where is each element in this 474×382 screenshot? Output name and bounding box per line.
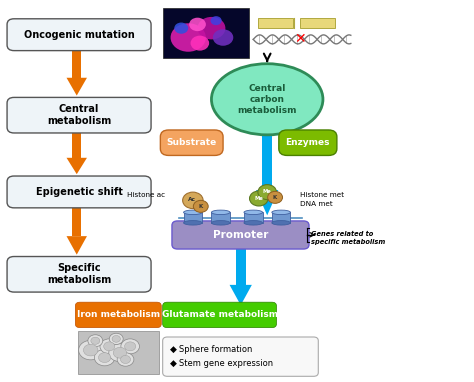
Bar xyxy=(183,212,202,223)
Bar xyxy=(163,8,248,58)
Circle shape xyxy=(109,333,123,345)
Polygon shape xyxy=(66,236,87,255)
FancyBboxPatch shape xyxy=(75,302,161,328)
Circle shape xyxy=(213,29,233,46)
Circle shape xyxy=(109,344,131,362)
FancyBboxPatch shape xyxy=(7,19,151,50)
Circle shape xyxy=(79,340,103,360)
Circle shape xyxy=(117,353,134,366)
Bar xyxy=(236,247,246,285)
Ellipse shape xyxy=(211,210,230,215)
Circle shape xyxy=(258,185,276,200)
Circle shape xyxy=(174,23,188,34)
Text: Genes related to
specific metabolism: Genes related to specific metabolism xyxy=(311,231,385,245)
Text: Ac: Ac xyxy=(188,197,196,202)
Text: ✕: ✕ xyxy=(294,32,306,46)
FancyBboxPatch shape xyxy=(7,257,151,292)
Circle shape xyxy=(113,347,127,358)
FancyBboxPatch shape xyxy=(279,130,337,155)
Text: Histone met: Histone met xyxy=(300,192,344,198)
Polygon shape xyxy=(66,78,87,96)
Text: Oncogenic mutation: Oncogenic mutation xyxy=(24,30,135,40)
Bar xyxy=(211,212,230,223)
Text: Sphere formation: Sphere formation xyxy=(179,345,252,354)
Ellipse shape xyxy=(272,220,291,225)
FancyBboxPatch shape xyxy=(172,221,309,249)
Bar xyxy=(78,331,159,374)
Ellipse shape xyxy=(211,64,323,135)
Polygon shape xyxy=(256,190,278,215)
Circle shape xyxy=(268,191,283,203)
FancyBboxPatch shape xyxy=(160,130,223,155)
Circle shape xyxy=(171,23,206,52)
Text: Epigenetic shift: Epigenetic shift xyxy=(36,187,122,197)
Ellipse shape xyxy=(211,220,230,225)
Text: Iron metabolism: Iron metabolism xyxy=(77,311,160,319)
Text: Central
metabolism: Central metabolism xyxy=(47,104,111,126)
Text: DNA met: DNA met xyxy=(300,201,332,207)
Circle shape xyxy=(210,16,222,25)
Circle shape xyxy=(112,335,120,342)
Text: Me: Me xyxy=(255,196,263,201)
Circle shape xyxy=(125,342,136,351)
Text: Stem gene expression: Stem gene expression xyxy=(179,359,273,368)
Circle shape xyxy=(198,17,226,39)
Circle shape xyxy=(94,350,115,366)
Ellipse shape xyxy=(244,220,263,225)
Circle shape xyxy=(191,36,209,50)
Text: Glutamate metabolism: Glutamate metabolism xyxy=(162,311,278,319)
Circle shape xyxy=(83,344,98,356)
Text: K: K xyxy=(273,195,277,200)
Circle shape xyxy=(120,355,130,364)
Text: Me: Me xyxy=(263,189,272,194)
Ellipse shape xyxy=(272,210,291,215)
Ellipse shape xyxy=(244,210,263,215)
Bar xyxy=(300,18,335,28)
Bar xyxy=(262,131,272,190)
Text: Histone ac: Histone ac xyxy=(127,192,165,198)
Bar xyxy=(72,131,82,158)
FancyBboxPatch shape xyxy=(7,97,151,133)
Circle shape xyxy=(182,192,203,209)
Bar xyxy=(72,206,82,236)
FancyBboxPatch shape xyxy=(163,302,276,328)
Circle shape xyxy=(88,335,103,347)
Circle shape xyxy=(99,353,111,363)
Circle shape xyxy=(249,191,268,206)
Text: ◆: ◆ xyxy=(170,345,177,354)
Circle shape xyxy=(189,18,206,31)
Text: K: K xyxy=(199,204,203,209)
Polygon shape xyxy=(229,285,252,305)
Ellipse shape xyxy=(183,220,202,225)
Text: Enzymes: Enzymes xyxy=(286,138,330,147)
Circle shape xyxy=(193,200,208,212)
Text: Promoter: Promoter xyxy=(213,230,268,240)
Polygon shape xyxy=(66,158,87,174)
Text: ◆: ◆ xyxy=(170,359,177,368)
FancyBboxPatch shape xyxy=(163,337,319,376)
Circle shape xyxy=(121,339,139,354)
Bar xyxy=(258,18,293,28)
Bar xyxy=(272,212,291,223)
Circle shape xyxy=(100,339,118,354)
Ellipse shape xyxy=(183,210,202,215)
Circle shape xyxy=(91,337,100,344)
Text: Specific
metabolism: Specific metabolism xyxy=(47,263,111,285)
Bar xyxy=(72,49,82,78)
Circle shape xyxy=(104,342,115,351)
FancyBboxPatch shape xyxy=(7,176,151,208)
Text: Central
carbon
metabolism: Central carbon metabolism xyxy=(237,84,297,115)
Bar xyxy=(244,212,263,223)
Text: Substrate: Substrate xyxy=(166,138,217,147)
